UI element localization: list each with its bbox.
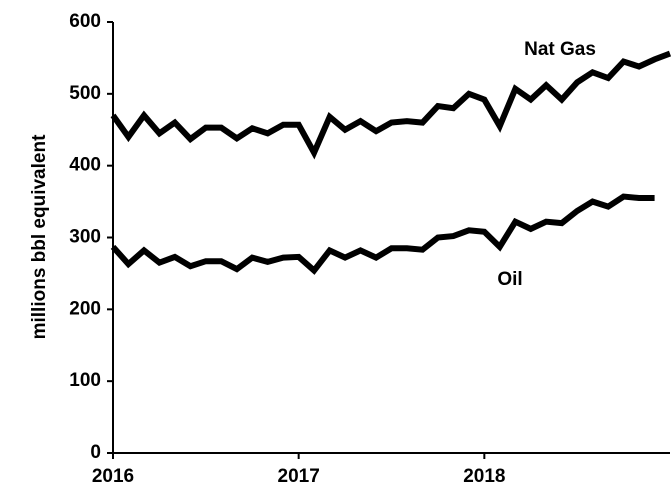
y-axis-label: millions bbl equivalent (29, 134, 50, 339)
x-tick-label: 2017 (278, 466, 320, 487)
series-label: Nat Gas (524, 39, 596, 60)
y-tick-label: 0 (90, 442, 101, 463)
y-tick-label: 300 (69, 227, 101, 248)
series-label: Oil (497, 269, 522, 290)
line-series (110, 50, 671, 160)
y-tick-label: 400 (69, 155, 101, 176)
y-tick-label: 500 (69, 83, 101, 104)
y-tick-label: 200 (69, 298, 101, 319)
y-tick-label: 100 (69, 370, 101, 391)
x-tick-label: 2016 (92, 466, 134, 487)
x-tick-label: 2018 (463, 466, 505, 487)
line-series (110, 193, 655, 275)
y-tick-label: 600 (69, 11, 101, 32)
